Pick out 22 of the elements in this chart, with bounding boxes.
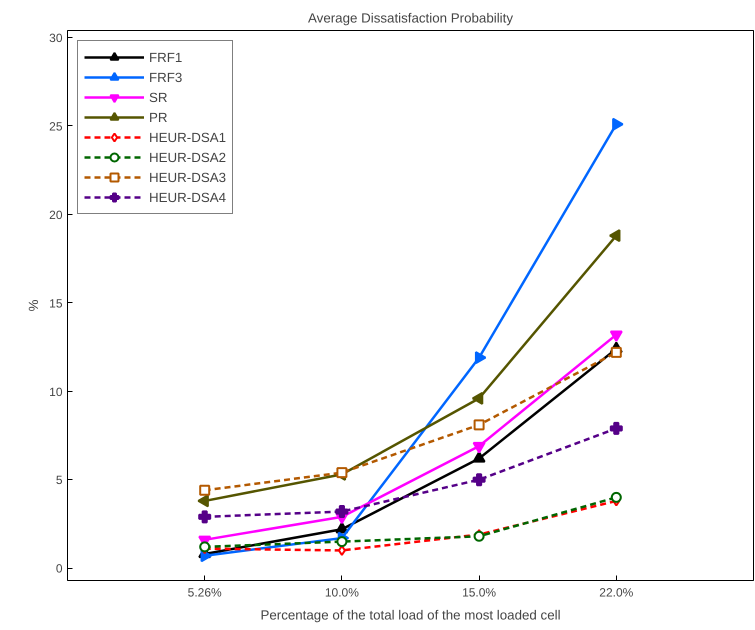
- y-tick-label: 5: [56, 473, 63, 488]
- legend-label: HEUR-DSA2: [149, 150, 226, 164]
- y-tick-label: 15: [49, 296, 63, 310]
- y-tick-label: 20: [49, 208, 63, 222]
- y-tick-label: 0: [56, 562, 63, 576]
- legend-label: SR: [149, 90, 169, 104]
- x-tick-label: 10.0%: [324, 586, 360, 600]
- y-axis-title: %: [26, 299, 42, 312]
- legend-label: HEUR-DSA3: [149, 170, 226, 184]
- legend-label: FRF3: [149, 70, 182, 84]
- legend-label: HEUR-DSA4: [149, 190, 226, 204]
- y-tick-label: 30: [49, 31, 63, 46]
- y-tick-label: 10: [49, 384, 63, 399]
- x-tick-label: 15.0%: [462, 586, 496, 600]
- chart-title: Average Dissatisfaction Probability: [308, 10, 514, 26]
- y-tick-label: 25: [49, 120, 63, 134]
- legend-label: FRF1: [149, 50, 182, 64]
- legend-label: HEUR-DSA1: [149, 130, 226, 144]
- x-tick-label: 5.26%: [188, 586, 222, 600]
- x-tick-label: 22.0%: [599, 586, 634, 600]
- x-axis-title: Percentage of the total load of the most loaded cell: [260, 608, 561, 622]
- legend-label: PR: [149, 110, 169, 124]
